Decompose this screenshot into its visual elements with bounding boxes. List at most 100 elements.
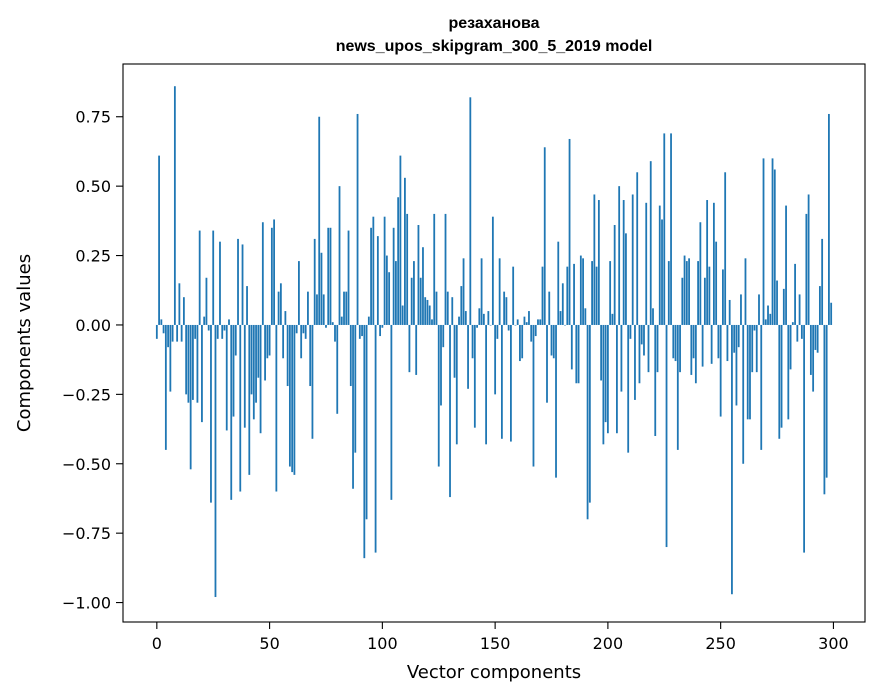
bar xyxy=(744,258,747,325)
bar xyxy=(322,294,325,325)
bar xyxy=(284,311,287,325)
bar xyxy=(446,291,449,325)
bar xyxy=(476,324,478,328)
bar xyxy=(392,227,395,325)
bar xyxy=(600,324,603,381)
bar xyxy=(268,324,271,356)
bar xyxy=(261,222,264,325)
bar xyxy=(507,324,510,331)
bar xyxy=(345,291,348,325)
bar xyxy=(331,322,334,325)
bar xyxy=(570,324,573,370)
bar xyxy=(726,324,729,362)
bar xyxy=(358,324,361,339)
bar xyxy=(528,311,530,325)
bar xyxy=(374,324,377,553)
bar xyxy=(288,324,291,467)
bar xyxy=(778,324,781,439)
bar xyxy=(830,302,833,325)
bar xyxy=(694,324,697,384)
bar xyxy=(482,313,485,325)
bar xyxy=(462,258,465,325)
bar xyxy=(555,324,557,478)
bar xyxy=(710,324,713,364)
bar xyxy=(769,313,772,325)
bar xyxy=(316,294,318,325)
bar xyxy=(467,324,469,389)
bar xyxy=(460,286,463,325)
bar xyxy=(762,158,765,325)
bar xyxy=(647,324,650,373)
bar xyxy=(731,324,733,595)
bar xyxy=(167,324,169,348)
bar xyxy=(500,324,503,439)
bar xyxy=(575,324,578,384)
bar xyxy=(523,316,526,325)
y-tick-label: −1.00 xyxy=(62,594,111,613)
bar xyxy=(546,324,548,403)
y-tick-label: −0.25 xyxy=(62,385,111,404)
bar xyxy=(298,261,300,325)
bar xyxy=(699,222,702,325)
bar xyxy=(690,324,693,375)
bar xyxy=(735,324,738,406)
bar xyxy=(825,324,828,478)
bar xyxy=(636,172,639,325)
bar xyxy=(767,305,769,325)
bar xyxy=(489,324,492,326)
bar xyxy=(223,324,226,331)
bar xyxy=(816,324,819,353)
bar xyxy=(543,147,546,325)
bar xyxy=(631,194,634,325)
bar xyxy=(449,324,451,498)
bar xyxy=(282,324,285,359)
bar xyxy=(491,216,494,325)
bar xyxy=(234,324,237,356)
bar xyxy=(307,291,309,325)
plot-frame xyxy=(122,63,866,623)
bar xyxy=(568,138,571,325)
bar xyxy=(327,227,330,325)
bar xyxy=(340,316,343,325)
bar xyxy=(809,324,812,375)
bar xyxy=(266,324,269,359)
bar xyxy=(661,219,663,325)
bar xyxy=(579,255,582,325)
bar xyxy=(372,216,375,325)
bar xyxy=(250,324,253,395)
bar xyxy=(433,213,436,325)
bar xyxy=(613,225,616,325)
bar xyxy=(539,319,542,325)
bar xyxy=(228,319,230,325)
bar xyxy=(764,319,767,325)
bar xyxy=(780,324,783,428)
bar xyxy=(259,324,262,434)
bar xyxy=(300,324,303,359)
bar xyxy=(437,324,440,467)
x-tick-label: 200 xyxy=(593,634,624,653)
bar xyxy=(361,324,363,337)
bar xyxy=(469,97,472,325)
bar xyxy=(503,291,506,325)
bar xyxy=(160,319,163,325)
y-tick-label: 0.25 xyxy=(75,247,111,266)
bar xyxy=(787,324,790,420)
bar xyxy=(638,324,641,384)
bar xyxy=(814,324,817,350)
bar xyxy=(679,324,681,373)
bar xyxy=(685,261,688,325)
bar xyxy=(742,324,745,464)
bar xyxy=(394,261,397,325)
bar xyxy=(182,297,185,325)
bar xyxy=(665,324,668,548)
bar xyxy=(537,319,539,325)
bar xyxy=(552,324,555,359)
bar xyxy=(194,324,197,339)
bar xyxy=(595,266,598,325)
bar xyxy=(325,324,327,328)
bar xyxy=(494,324,497,395)
bar xyxy=(807,194,810,325)
bar xyxy=(758,294,760,325)
bar xyxy=(239,324,242,492)
bar xyxy=(561,283,564,325)
